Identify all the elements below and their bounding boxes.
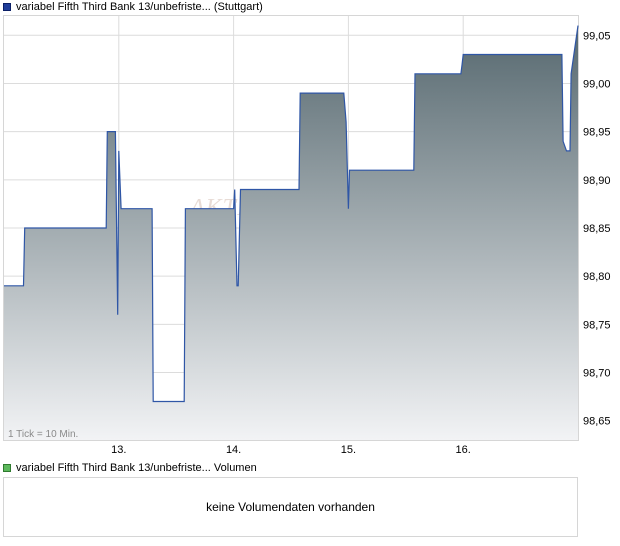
y-tick-label: 98,90 xyxy=(583,175,611,187)
no-volume-message: keine Volumendaten vorhanden xyxy=(206,500,375,514)
x-tick-label: 14. xyxy=(226,444,241,456)
y-tick-label: 99,00 xyxy=(583,78,611,90)
x-tick-label: 13. xyxy=(111,444,126,456)
tick-interval-note: 1 Tick = 10 Min. xyxy=(8,429,78,440)
price-chart: AKTIEN 99,0599,0098,9598,9098,8598,8098,… xyxy=(3,15,611,456)
y-tick-label: 99,05 xyxy=(583,30,611,42)
x-axis-ticks: 13. 14. 15. 16. xyxy=(111,444,471,456)
volume-legend: variabel Fifth Third Bank 13/unbefriste.… xyxy=(3,461,257,475)
y-tick-label: 98,95 xyxy=(583,127,611,139)
volume-legend-swatch xyxy=(3,464,11,472)
volume-legend-label: variabel Fifth Third Bank 13/unbefriste.… xyxy=(16,462,257,474)
volume-panel: keine Volumendaten vorhanden xyxy=(3,477,578,537)
price-legend-label: variabel Fifth Third Bank 13/unbefriste.… xyxy=(16,1,263,13)
y-tick-label: 98,65 xyxy=(583,416,611,428)
x-tick-label: 16. xyxy=(456,444,471,456)
price-legend-swatch xyxy=(3,3,11,11)
price-area xyxy=(4,25,578,440)
y-tick-label: 98,75 xyxy=(583,319,611,331)
y-tick-label: 98,80 xyxy=(583,271,611,283)
y-tick-label: 98,85 xyxy=(583,223,611,235)
price-line xyxy=(4,25,579,403)
price-legend: variabel Fifth Third Bank 13/unbefriste.… xyxy=(3,0,263,14)
y-axis-ticks: 99,05 99,00 98,95 98,90 98,85 98,80 98,75 98,70… xyxy=(583,30,611,427)
y-tick-label: 98,70 xyxy=(583,368,611,380)
x-tick-label: 15. xyxy=(341,444,356,456)
